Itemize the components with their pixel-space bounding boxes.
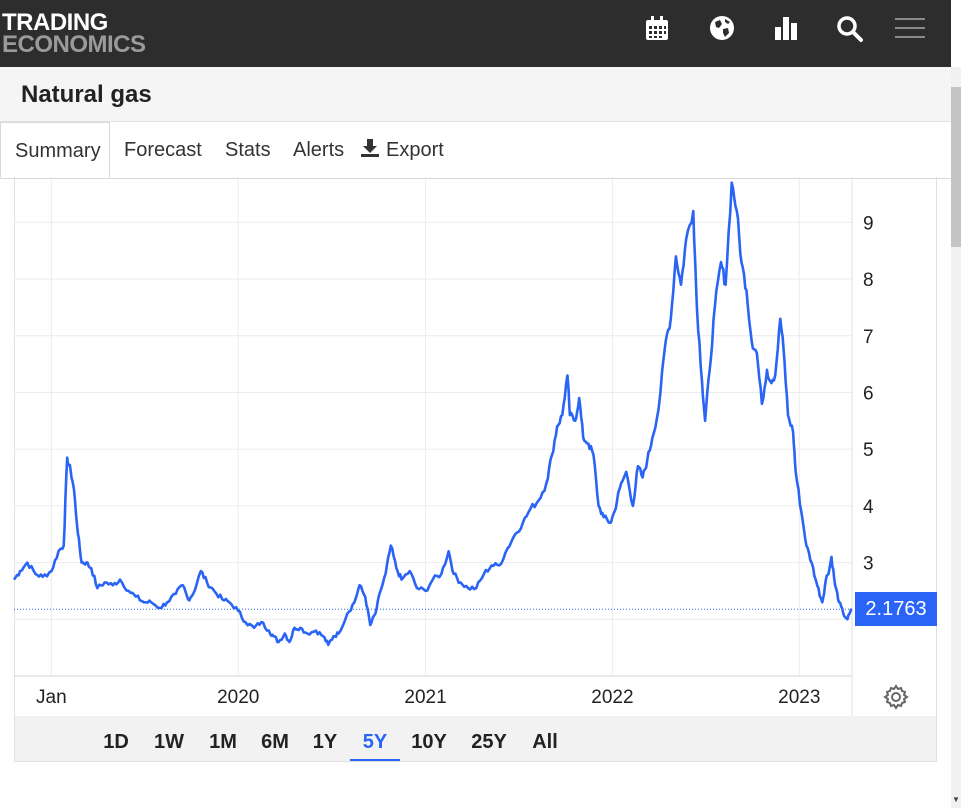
range-1m-button[interactable]: 1M	[209, 731, 237, 753]
tab-alerts[interactable]: Alerts	[293, 122, 344, 178]
scrollbar-thumb[interactable]	[951, 87, 961, 247]
tab-alerts-label: Alerts	[293, 139, 345, 161]
top-navigation-bar: TRADING ECONOMICS	[0, 0, 951, 67]
calendar-icon[interactable]	[643, 14, 671, 42]
chart-panel	[14, 177, 937, 762]
page-title: Natural gas	[21, 81, 152, 108]
current-price-label: 2.1763	[855, 592, 937, 627]
range-1y-button[interactable]: 1Y	[312, 731, 338, 753]
tab-summary[interactable]: Summary	[0, 122, 110, 178]
range-5y-button[interactable]: 5Y	[350, 716, 400, 761]
menu-icon[interactable]	[894, 14, 926, 42]
logo-line1: TRADING	[2, 9, 108, 36]
tab-stats[interactable]: Stats	[225, 122, 271, 178]
time-range-selector: 1D 1W 1M 6M 1Y 5Y 10Y 25Y All	[15, 716, 936, 761]
title-bar: Natural gas	[0, 67, 951, 121]
range-10y-button[interactable]: 10Y	[411, 731, 447, 753]
range-6m-button[interactable]: 6M	[261, 731, 289, 753]
tab-forecast-label: Forecast	[124, 139, 202, 161]
download-icon	[361, 139, 379, 157]
globe-icon[interactable]	[708, 14, 736, 42]
tab-stats-label: Stats	[225, 139, 271, 161]
tab-bar: Summary Forecast Stats Alerts Export	[0, 121, 951, 179]
page-scrollbar[interactable]: ▼	[951, 67, 961, 808]
range-all-button[interactable]: All	[532, 731, 558, 753]
tab-forecast[interactable]: Forecast	[124, 122, 202, 178]
range-1w-button[interactable]: 1W	[154, 731, 184, 753]
tab-export[interactable]: Export	[360, 122, 444, 178]
scroll-down-arrow-icon[interactable]: ▼	[952, 795, 960, 804]
bar-chart-icon[interactable]	[772, 14, 800, 42]
search-icon[interactable]	[835, 14, 863, 42]
tab-export-label: Export	[386, 139, 444, 161]
range-1d-button[interactable]: 1D	[103, 731, 129, 753]
gear-icon[interactable]	[883, 684, 909, 710]
logo-line2: ECONOMICS	[2, 31, 146, 58]
trading-economics-logo[interactable]: TRADING ECONOMICS	[2, 9, 146, 58]
range-25y-button[interactable]: 25Y	[471, 731, 507, 753]
tab-summary-label: Summary	[15, 140, 101, 162]
